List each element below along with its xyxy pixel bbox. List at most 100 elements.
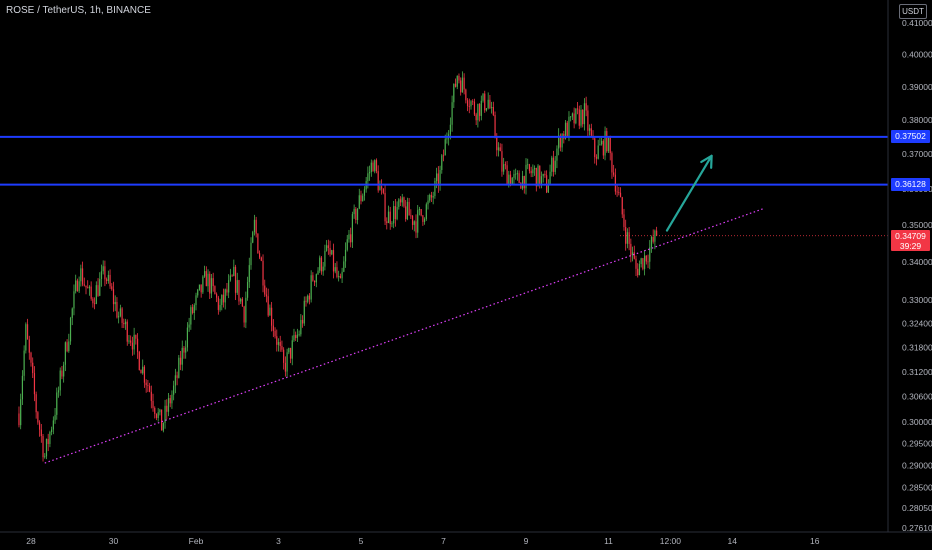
- candle-body: [393, 206, 395, 224]
- candle-body: [470, 101, 472, 107]
- candle-body: [614, 174, 616, 192]
- candle-body: [26, 324, 29, 340]
- candle-body: [327, 245, 329, 249]
- candle-body: [171, 394, 173, 404]
- candle-body: [267, 296, 269, 316]
- candle-body: [135, 334, 137, 339]
- candle-body: [628, 232, 630, 244]
- candle-body: [408, 201, 410, 216]
- candle-body: [252, 232, 254, 243]
- candle-body: [630, 243, 632, 256]
- candle-body: [136, 338, 139, 352]
- currency-unit-label[interactable]: USDT: [899, 4, 927, 19]
- candle-body: [104, 266, 106, 280]
- candle-body: [205, 271, 207, 287]
- candle-body: [480, 100, 482, 116]
- candle-body: [638, 263, 641, 276]
- candle-body: [587, 110, 589, 131]
- candle-body: [453, 83, 455, 103]
- candle-body: [363, 189, 366, 196]
- candle-body: [399, 199, 402, 203]
- candle-body: [93, 303, 96, 305]
- candle-body: [463, 77, 465, 90]
- candle-body: [111, 286, 113, 290]
- candle-body: [339, 275, 341, 279]
- candle-body: [647, 261, 649, 263]
- candle-body: [374, 160, 376, 172]
- candle-body: [604, 131, 606, 156]
- time-tick-label: 7: [441, 536, 446, 546]
- candle-body: [92, 298, 94, 304]
- ascending-trendline: [44, 208, 764, 464]
- candle-body: [613, 172, 615, 175]
- candle-body: [382, 188, 384, 193]
- trendline-group: [44, 208, 764, 464]
- candle-body: [87, 287, 89, 289]
- candle-body: [528, 164, 531, 171]
- candle-body: [152, 400, 154, 408]
- candle-body: [56, 392, 58, 415]
- candle-body: [594, 138, 596, 158]
- candle-body: [88, 286, 91, 289]
- candle-body: [446, 138, 448, 140]
- candle-body: [454, 83, 457, 87]
- candle-body: [258, 253, 261, 258]
- candle-body: [203, 271, 206, 277]
- candle-body: [489, 99, 491, 108]
- candle-body: [389, 211, 391, 225]
- candle-body: [539, 165, 541, 186]
- candle-body: [387, 211, 390, 224]
- candle-body: [295, 335, 297, 339]
- candle-body: [544, 173, 546, 176]
- candle-body: [221, 294, 223, 305]
- price-tick-label: 0.35000: [902, 220, 932, 230]
- candle-body: [181, 347, 183, 365]
- candle-body: [279, 342, 281, 346]
- candle-body: [185, 347, 187, 353]
- candle-body: [322, 266, 324, 272]
- candle-body: [78, 281, 80, 292]
- candle-body: [576, 108, 579, 110]
- candle-body: [271, 307, 273, 326]
- candle-body: [195, 295, 197, 306]
- candle-body: [102, 266, 104, 272]
- candle-body: [100, 271, 103, 280]
- candle-body: [444, 139, 446, 156]
- candle-body: [326, 245, 328, 251]
- candle-body: [332, 250, 335, 272]
- candle-body: [475, 114, 477, 121]
- candle-body: [190, 307, 192, 325]
- candle-body: [20, 399, 22, 426]
- candle-body: [570, 116, 572, 118]
- time-tick-label: 9: [524, 536, 529, 546]
- candle-body: [59, 370, 61, 391]
- candle-body: [503, 164, 505, 172]
- candle-body: [573, 113, 575, 124]
- candle-body: [97, 285, 99, 296]
- candle-body: [231, 275, 233, 277]
- candle-body: [458, 75, 460, 81]
- candle-body: [533, 167, 536, 170]
- price-tick-label: 0.37000: [902, 149, 932, 159]
- candle-body: [599, 144, 601, 146]
- candle-body: [427, 200, 429, 205]
- candle-body: [513, 174, 515, 178]
- candle-body: [515, 173, 517, 175]
- price-axis[interactable]: 0.410000.400000.390000.380000.370000.360…: [887, 0, 932, 533]
- candle-body: [654, 230, 656, 242]
- candle-body: [410, 215, 412, 217]
- candle-body: [351, 214, 354, 243]
- time-axis[interactable]: 28 30 Feb 3 5 7 9 11 12:00 14 16: [0, 531, 932, 546]
- candle-body: [248, 265, 250, 283]
- candle-body: [174, 375, 176, 386]
- candle-body: [217, 297, 219, 310]
- candle-body: [300, 319, 302, 335]
- candle-body: [42, 436, 44, 458]
- candle-body: [260, 257, 262, 261]
- candle-body: [131, 342, 134, 350]
- candle-body: [391, 223, 393, 225]
- candle-body: [319, 257, 321, 271]
- candle-body: [353, 208, 355, 215]
- candle-body: [298, 334, 300, 336]
